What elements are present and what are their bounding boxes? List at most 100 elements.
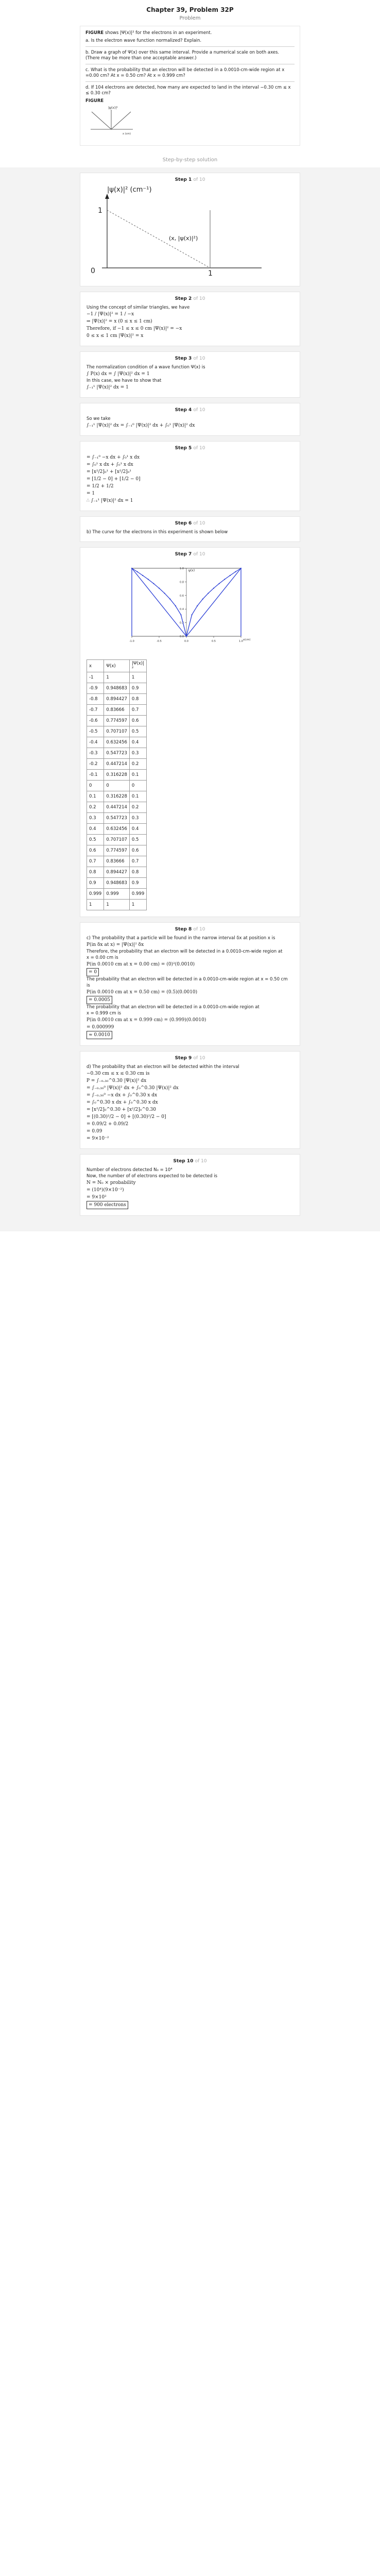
step-count: of 10: [193, 177, 205, 182]
x-tick-label: -1.0: [129, 640, 134, 643]
step-title: Step 10 of 10: [87, 1159, 293, 1164]
psi-cell: 1: [103, 672, 130, 683]
fig-xlabel: x (cm): [123, 132, 131, 135]
math-line: = (10⁴)(9×10⁻²): [87, 1188, 124, 1193]
table-row: -0.6 0.774597 0.6: [86, 715, 147, 726]
data-point: [142, 574, 144, 577]
text-line: In this case, we have to show that: [87, 378, 162, 383]
question-d-line1: d. If 104 electrons are detected, how ma…: [85, 85, 291, 90]
psi-cell: 0.894427: [103, 867, 130, 878]
math-line: = [(0.30)²/2 − 0] + [(0.30)²/2 − 0]: [87, 1114, 166, 1120]
text-line: The probability that an electron will be…: [87, 977, 288, 982]
data-point: [202, 598, 203, 600]
x-cell: -0.4: [86, 737, 105, 748]
psi-squared-cell: 0.4: [129, 737, 147, 748]
col-header-psi: Ψ(x): [103, 659, 130, 672]
y-tick-label: 0.8: [180, 581, 184, 584]
math-line: = 1/2 + 1/2: [87, 484, 114, 489]
table-row: 0.999 0.999 0.999: [86, 888, 147, 900]
step-title-text: Step 1: [175, 177, 192, 182]
text-line: Using the concept of similar triangles, …: [87, 305, 190, 310]
math-line: ∫₋₁¹ |Ψ(x)|² dx = 1: [87, 385, 129, 390]
table-row: -0.4 0.632456 0.4: [86, 737, 147, 748]
math-line: = 900 electrons: [87, 1201, 293, 1209]
data-point: [153, 583, 154, 584]
step-title: Step 9 of 10: [87, 1056, 293, 1061]
x-cell: -0.2: [86, 758, 105, 770]
psi-cell: 0.894427: [103, 693, 130, 705]
x-cell: -0.8: [86, 693, 105, 705]
x-cell: -0.3: [86, 748, 105, 759]
psi-squared-cell: 0.1: [129, 791, 147, 802]
table-row: 0.7 0.83666 0.7: [86, 856, 147, 867]
text-line: d) The probability that an electron will…: [87, 1064, 239, 1070]
question-d: d. If 104 electrons are detected, how ma…: [85, 85, 295, 96]
question-c: c. What is the probability that an elect…: [85, 67, 295, 79]
psi-table: x Ψ(x) |Ψ(x)|² -1 1 1 -0.9 0.948683 0.9 -0.8 0.…: [86, 659, 147, 910]
x-cell: 0.1: [86, 791, 105, 802]
graph-ylabel: |ψ(x)|² (cm⁻¹): [107, 186, 152, 194]
data-point: [197, 605, 198, 607]
psi-squared-cell: 0.7: [129, 704, 147, 716]
math-line: = 9×10²: [87, 1195, 107, 1200]
point-annotation: (x, |ψ(x)|²): [169, 235, 198, 242]
math-line: = 0.09: [87, 1129, 102, 1134]
x-cell: 1: [86, 899, 105, 910]
boxed-answer: ≈ 0.0010: [87, 1031, 112, 1039]
boxed-answer: = 900 electrons: [87, 1201, 128, 1209]
divider: [85, 81, 295, 82]
psi-cell: 0.774597: [103, 845, 130, 856]
math-line: = [x²/2]₀^0.30 + [x²/2]₀^0.30: [87, 1107, 156, 1112]
step-title: Step 1 of 10: [87, 177, 293, 182]
step-title: Step 2 of 10: [87, 296, 293, 301]
y-tick-label: 0.6: [180, 595, 184, 598]
psi-cell: 0.632456: [103, 823, 130, 835]
step-title-text: Step 3: [175, 356, 192, 361]
math-line: = 9×10⁻²: [87, 1136, 109, 1141]
x-cell: 0.7: [86, 856, 105, 867]
psi-cell: 0.948683: [103, 683, 130, 694]
table-row: -0.3 0.547723 0.3: [86, 748, 147, 759]
tick-x1: 1: [208, 269, 213, 278]
text-line: So we take: [87, 416, 111, 421]
x-cell: -1: [86, 672, 105, 683]
psi-cell: 0.83666: [103, 856, 130, 867]
step-5: Step 5 of 10 = ∫₋₁⁰ −x dx + ∫₀¹ x dx = ∫…: [80, 441, 300, 511]
figure-ref: FIGURE: [85, 30, 104, 36]
step-count: of 10: [193, 408, 205, 413]
fig-series-line: [91, 111, 131, 130]
x-cell: 0.3: [86, 812, 105, 824]
text-line: Therefore, the probability that an elect…: [87, 949, 283, 954]
math-line: = 0: [87, 968, 293, 976]
math-line: = ∫₀^0.30 x dx + ∫₀^0.30 x dx: [87, 1100, 158, 1105]
step-6: Step 6 of 10 b) The curve for the electr…: [80, 516, 300, 542]
col-header-x: x: [86, 659, 105, 672]
page: Chapter 39, Problem 32P Problem FIGURE s…: [0, 0, 380, 1231]
data-point: [175, 605, 176, 607]
table-row: -0.7 0.83666 0.7: [86, 704, 147, 716]
psi-cell: 0.948683: [103, 877, 130, 889]
math-line: P(in δx at x) = |Ψ(x)|² δx: [87, 942, 144, 947]
x-cell: 0.8: [86, 867, 105, 878]
x-cell: 0.9: [86, 877, 105, 889]
math-line: −0.30 cm ≤ x ≤ 0.30 cm is: [87, 1071, 150, 1076]
math-line: P(in 0.0010 cm at x = 0.50 cm) = (0.5)(0…: [87, 990, 198, 995]
boxed-answer: = 0.0005: [87, 996, 112, 1004]
math-line: = ∫₀¹ x dx + ∫₀¹ x dx: [87, 462, 133, 467]
question-b-line2: (There may be more than one acceptable a…: [85, 56, 197, 61]
math-line: P(in 0.0010 cm at x = 0.999 cm) = (0.999…: [87, 1018, 206, 1023]
psi-squared-cell: 0.2: [129, 802, 147, 813]
x-cell: 0.999: [86, 888, 105, 900]
data-point: [147, 579, 149, 580]
data-point: [164, 592, 165, 594]
table-row: -0.8 0.894427 0.8: [86, 693, 147, 705]
data-point: [224, 579, 226, 580]
step-2: Step 2 of 10 Using the concept of simila…: [80, 292, 300, 346]
psi-squared-cell: 0.999: [129, 888, 147, 900]
psi-cell: 0.547723: [103, 812, 130, 824]
table-row: 0.9 0.948683 0.9: [86, 877, 147, 889]
table-row: -0.9 0.948683 0.9: [86, 683, 147, 694]
math-line: 0 ≤ x ≤ 1 cm |Ψ(x)|² = x: [87, 333, 144, 338]
step-count: of 10: [195, 1159, 207, 1164]
